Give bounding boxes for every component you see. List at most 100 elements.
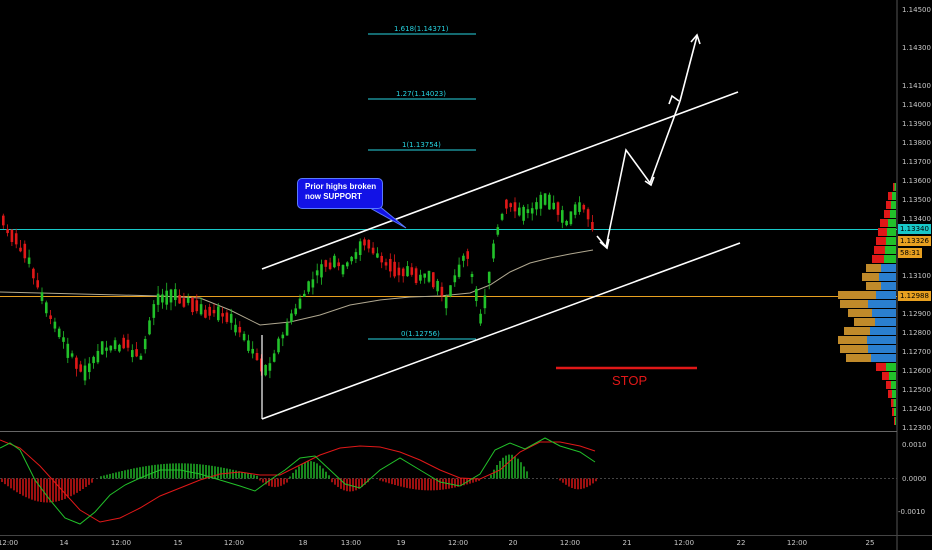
candle-body <box>367 239 371 249</box>
profile-bar <box>880 219 888 227</box>
candle-body <box>208 306 211 316</box>
profile-bar <box>840 300 868 308</box>
profile-bar <box>840 345 868 353</box>
candle-body <box>88 363 91 373</box>
price-tag-last: 1.13326 <box>898 236 931 246</box>
candle-body <box>496 227 500 235</box>
candle-body <box>32 268 35 279</box>
candle-body <box>10 229 14 242</box>
profile-bar <box>871 354 896 362</box>
profile-bar <box>881 282 896 290</box>
candle-body <box>36 280 39 288</box>
candle-body <box>453 275 457 283</box>
candle-body <box>393 261 396 277</box>
candle-body <box>109 345 113 351</box>
time-tick: 12:00 <box>447 539 469 547</box>
fib-label-0: 0(1.12756) <box>401 330 440 338</box>
candle-body <box>410 267 414 275</box>
candle-body <box>238 326 242 333</box>
candle-body <box>401 268 405 277</box>
candle-body <box>45 302 48 314</box>
profile-bar <box>891 381 896 389</box>
projection-arrow-head-3 <box>668 94 680 105</box>
candle-body <box>363 239 366 246</box>
profile-bar <box>894 417 895 425</box>
candle-body <box>294 308 297 315</box>
profile-bar <box>885 246 896 254</box>
candle-body <box>100 341 104 355</box>
candle-body <box>414 268 418 284</box>
price-tick: 1.12600 <box>902 367 931 375</box>
candle-body <box>298 298 302 309</box>
candle-body <box>535 202 538 210</box>
price-tick: 1.12700 <box>902 348 931 356</box>
profile-bar <box>892 390 896 398</box>
candle-body <box>582 204 586 210</box>
profile-bar <box>886 237 896 245</box>
price-tick: 1.12400 <box>902 405 931 413</box>
projection-path <box>596 100 681 249</box>
candle-body <box>462 255 465 261</box>
price-tick: 1.14300 <box>902 44 931 52</box>
candle-body <box>264 364 267 376</box>
profile-bar <box>887 228 896 236</box>
indicator-red-line <box>0 439 596 523</box>
price-tick: 1.13100 <box>902 272 931 280</box>
indicator-histogram <box>1 454 597 503</box>
time-tick: 12:00 <box>0 539 19 547</box>
profile-bar <box>872 255 884 263</box>
candle-body <box>358 241 362 256</box>
candle-body <box>195 300 199 312</box>
candle-body <box>156 293 160 305</box>
profile-bar <box>884 255 896 263</box>
profile-bar <box>867 336 896 344</box>
candle-body <box>234 324 237 333</box>
countdown-tag: 58:31 <box>898 248 923 258</box>
profile-bar <box>876 237 886 245</box>
candlestick-series <box>2 191 594 386</box>
candle-body <box>178 295 181 304</box>
time-tick: 18 <box>298 539 308 547</box>
projection-arrow-head-4 <box>690 33 701 45</box>
candle-body <box>113 340 117 350</box>
time-tick: 12:00 <box>110 539 132 547</box>
profile-bar <box>866 282 881 290</box>
price-tick: 1.12900 <box>902 310 931 318</box>
candle-body <box>419 274 422 281</box>
candle-body <box>556 202 560 215</box>
profile-bar <box>876 291 896 299</box>
candle-body <box>518 207 521 216</box>
candle-body <box>272 353 276 362</box>
indicator-tick: -0.0010 <box>898 508 926 516</box>
profile-bar <box>894 183 896 191</box>
profile-bar <box>870 327 896 335</box>
candle-body <box>212 309 216 314</box>
candle-body <box>346 262 349 267</box>
support-callout[interactable]: Prior highs broken now SUPPORT <box>297 178 383 209</box>
candle-body <box>311 279 315 288</box>
candle-body <box>290 313 293 323</box>
candle-body <box>40 292 44 301</box>
profile-bar <box>848 309 872 317</box>
candle-body <box>522 206 525 221</box>
profile-bar <box>893 183 895 191</box>
callout-line-2: now SUPPORT <box>305 192 362 201</box>
profile-bar <box>856 291 876 299</box>
profile-bar <box>878 228 887 236</box>
candle-body <box>14 233 18 245</box>
profile-bar <box>875 318 896 326</box>
profile-bar <box>838 291 864 299</box>
candle-body <box>221 313 224 317</box>
profile-bar <box>894 408 896 416</box>
candle-body <box>260 358 263 372</box>
candle-body <box>440 286 444 296</box>
profile-bar <box>846 354 871 362</box>
projection-arrow-head-2 <box>644 176 655 187</box>
candle-body <box>457 264 461 277</box>
candle-body <box>569 211 573 225</box>
profile-bar <box>891 399 894 407</box>
projection-final-leg <box>679 35 698 102</box>
profile-bar <box>886 381 891 389</box>
fib-label-1: 1(1.13754) <box>402 141 441 149</box>
